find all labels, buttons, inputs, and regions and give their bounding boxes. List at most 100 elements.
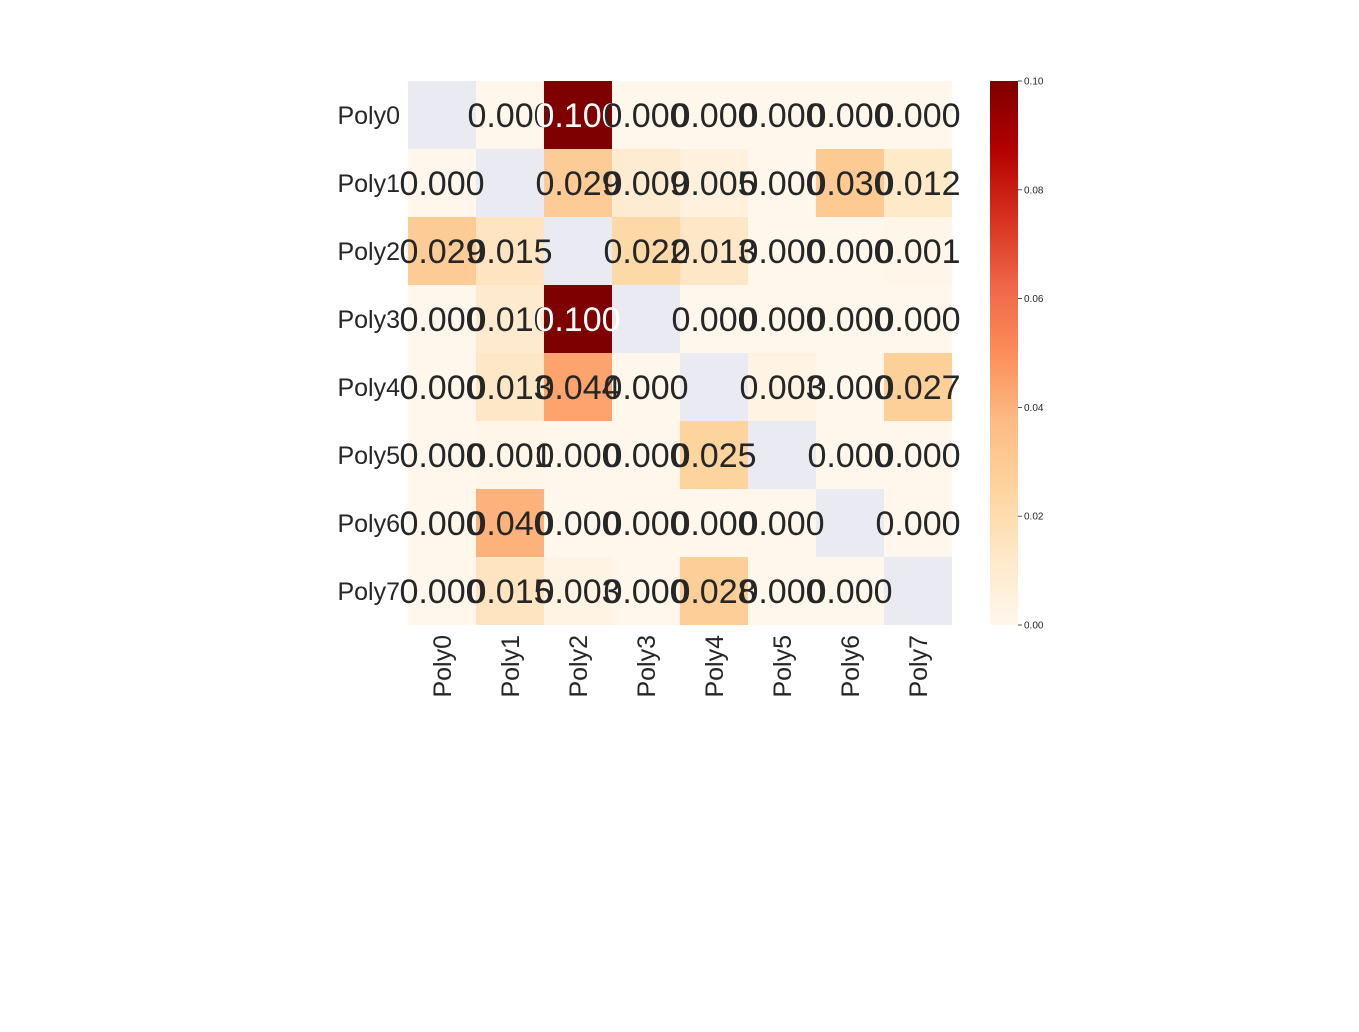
heatmap-cell xyxy=(408,217,476,285)
cell-value-label: 0.000 xyxy=(603,505,688,543)
cell-value-label: 0.044 xyxy=(535,369,620,407)
heatmap-cell xyxy=(612,285,680,353)
colorbar xyxy=(990,81,1018,625)
heatmap-cell xyxy=(544,489,612,557)
cell-value-label: 0.013 xyxy=(467,369,552,407)
column-tick-label: Poly6 xyxy=(837,635,865,698)
column-tick-label: Poly2 xyxy=(565,635,593,698)
cell-value-label: 0.025 xyxy=(671,437,756,475)
row-tick-label: Poly3 xyxy=(337,306,400,334)
heatmap-cell xyxy=(544,81,612,149)
cell-value-label: 0.029 xyxy=(535,165,620,203)
cell-value-label: 0.100 xyxy=(535,97,620,135)
heatmap-cell xyxy=(408,81,476,149)
row-tick-label: Poly5 xyxy=(337,442,400,470)
heatmap-cell xyxy=(748,81,816,149)
column-tick-label: Poly1 xyxy=(497,635,525,698)
heatmap-cell xyxy=(476,285,544,353)
heatmap-cell xyxy=(612,421,680,489)
cell-value-label: 0.000 xyxy=(807,301,892,339)
column-tick-label: Poly3 xyxy=(633,635,661,698)
colorbar-tick-label: 0.00 xyxy=(1024,621,1044,632)
colorbar-tick-label: 0.08 xyxy=(1024,185,1044,196)
cell-value-label: 0.000 xyxy=(739,165,824,203)
row-tick-label: Poly0 xyxy=(337,102,400,130)
cell-value-label: 0.000 xyxy=(807,369,892,407)
cell-value-label: 0.000 xyxy=(807,573,892,611)
heatmap-cell xyxy=(884,489,952,557)
cell-value-label: 0.001 xyxy=(875,233,960,271)
heatmap-cell xyxy=(680,421,748,489)
cell-value-label: 0.000 xyxy=(875,437,960,475)
row-tick-label: Poly7 xyxy=(337,578,400,606)
heatmap-cell xyxy=(408,557,476,625)
heatmap-cell xyxy=(408,421,476,489)
cell-value-label: 0.000 xyxy=(603,573,688,611)
cell-value-label: 0.029 xyxy=(399,233,484,271)
heatmap-cell xyxy=(476,557,544,625)
column-tick-labels: Poly0 Poly1 Poly2 Poly3 Poly4 Poly5 Poly6 Poly7 xyxy=(429,635,933,698)
heatmap-cell xyxy=(408,149,476,217)
cell-value-label: 0.015 xyxy=(467,573,552,611)
cell-value-label: 0.005 xyxy=(671,165,756,203)
heatmap-cell xyxy=(680,285,748,353)
heatmap-cell xyxy=(680,557,748,625)
cell-value-label: 0.009 xyxy=(603,165,688,203)
cell-value-label: 0.003 xyxy=(535,573,620,611)
heatmap-cell xyxy=(544,557,612,625)
cell-value-label: 0.000 xyxy=(739,97,824,135)
cell-value-label: 0.028 xyxy=(671,573,756,611)
cell-value-label: 0.000 xyxy=(807,97,892,135)
cell-value-label: 0.000 xyxy=(603,369,688,407)
heatmap-cell xyxy=(884,285,952,353)
row-tick-label: Poly1 xyxy=(337,170,400,198)
cell-value-label: 0.030 xyxy=(807,165,892,203)
cell-value-label: 0.000 xyxy=(535,437,620,475)
heatmap-cell xyxy=(748,149,816,217)
row-tick-labels: Poly0 Poly1 Poly2 Poly3 Poly4 Poly5 Poly6 Poly7 xyxy=(337,102,400,606)
heatmap-cell xyxy=(816,557,884,625)
heatmap-cell xyxy=(884,421,952,489)
cell-value-label: 0.001 xyxy=(467,437,552,475)
cell-value-label: 0.000 xyxy=(875,301,960,339)
cell-value-label: 0.000 xyxy=(739,301,824,339)
colorbar-tick-label: 0.10 xyxy=(1024,77,1044,88)
heatmap-cell xyxy=(408,285,476,353)
cell-value-label: 0.000 xyxy=(603,437,688,475)
cell-value-label: 0.000 xyxy=(671,97,756,135)
heatmap-cell xyxy=(476,149,544,217)
heatmap-cell xyxy=(612,149,680,217)
heatmap-cell xyxy=(612,81,680,149)
heatmap-cell xyxy=(816,149,884,217)
heatmap-cell xyxy=(476,81,544,149)
cell-value-label: 0.013 xyxy=(671,233,756,271)
cell-value-label: 0.100 xyxy=(535,301,620,339)
cell-value-label: 0.015 xyxy=(467,233,552,271)
cell-value-label: 0.000 xyxy=(399,165,484,203)
colorbar-tick-label: 0.02 xyxy=(1024,512,1044,523)
heatmap-cell xyxy=(748,489,816,557)
cell-value-label: 0.000 xyxy=(603,97,688,135)
heatmap-cell xyxy=(680,217,748,285)
heatmap-cell xyxy=(612,353,680,421)
cell-value-label: 0.040 xyxy=(467,505,552,543)
heatmap-cell xyxy=(748,421,816,489)
heatmap-cell xyxy=(748,285,816,353)
heatmap-cell xyxy=(816,421,884,489)
heatmap-cell xyxy=(476,217,544,285)
heatmap-cell xyxy=(476,421,544,489)
heatmap-cell xyxy=(748,217,816,285)
cell-value-label: 0.000 xyxy=(875,97,960,135)
heatmap-cell xyxy=(612,217,680,285)
heatmap-cell xyxy=(884,149,952,217)
colorbar-tick-label: 0.06 xyxy=(1024,294,1044,305)
cell-value-label: 0.022 xyxy=(603,233,688,271)
cell-value-label: 0.000 xyxy=(807,437,892,475)
cell-value-label: 0.000 xyxy=(807,233,892,271)
cell-value-label: 0.000 xyxy=(671,505,756,543)
heatmap-cell xyxy=(544,421,612,489)
heatmap-cell xyxy=(544,149,612,217)
colorbar-ticks: 0.00 0.02 0.04 0.06 0.08 0.10 xyxy=(1018,77,1044,632)
cell-value-label: 0.000 xyxy=(739,233,824,271)
